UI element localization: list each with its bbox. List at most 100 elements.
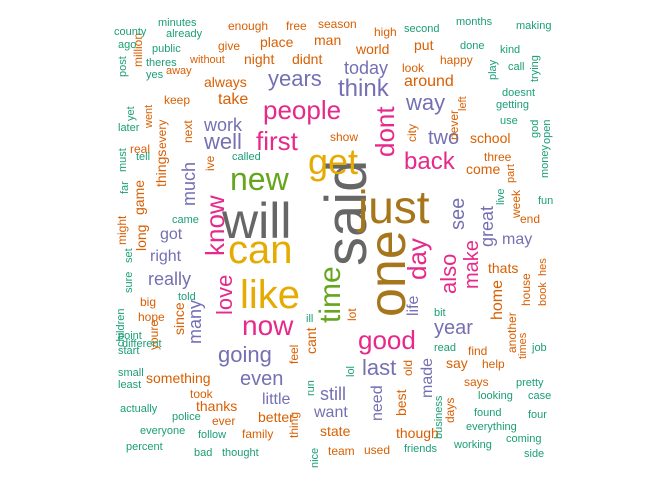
- word-year: year: [434, 317, 473, 339]
- word-yes: yes: [146, 69, 164, 81]
- word-sure: sure: [123, 271, 135, 293]
- word-right: right: [150, 248, 182, 265]
- word-will: will: [222, 193, 292, 249]
- word-far: far: [119, 181, 131, 194]
- word-public: public: [152, 43, 181, 55]
- word-life: life: [405, 295, 422, 316]
- word-tell: tell: [136, 151, 151, 163]
- word-old: old: [401, 359, 415, 376]
- word-small: small: [118, 367, 144, 379]
- word-think: think: [338, 75, 389, 102]
- word-business: business: [433, 395, 445, 439]
- word-ever: ever: [212, 414, 236, 428]
- word-least: least: [118, 379, 142, 391]
- word-state: state: [320, 423, 351, 439]
- word-first: first: [256, 126, 298, 156]
- word-things: things: [153, 149, 169, 187]
- word-can: can: [228, 228, 293, 272]
- word-something: something: [146, 370, 211, 386]
- word-around: around: [404, 73, 454, 90]
- word-much: much: [179, 161, 199, 206]
- word-kind: kind: [500, 44, 521, 56]
- word-play: play: [487, 59, 499, 80]
- word-police: police: [172, 411, 201, 423]
- word-real: real: [130, 142, 151, 156]
- word-get: get: [308, 141, 359, 182]
- word-post: post: [117, 56, 129, 77]
- word-never: never: [447, 109, 461, 140]
- word-just: just: [358, 181, 430, 233]
- word-need: need: [369, 385, 386, 421]
- word-pretty: pretty: [516, 377, 544, 389]
- word-point: point: [118, 330, 142, 342]
- word-cant: cant: [303, 327, 319, 354]
- word-little: little: [262, 391, 291, 408]
- word-money: money: [539, 144, 551, 178]
- word-god: god: [529, 119, 541, 138]
- word-dont: dont: [370, 106, 400, 157]
- word-even: even: [240, 368, 284, 390]
- word-might: might: [115, 215, 129, 245]
- word-use: use: [500, 115, 518, 127]
- word-well: well: [204, 129, 242, 154]
- word-still: still: [320, 384, 346, 404]
- word-day: day: [402, 238, 432, 280]
- word-feel: feel: [287, 344, 301, 364]
- word-now: now: [242, 310, 294, 341]
- word-help: help: [482, 357, 505, 371]
- word-see: see: [447, 197, 469, 230]
- word-actually: actually: [120, 403, 158, 415]
- word-great: great: [477, 205, 497, 247]
- word-part: part: [505, 164, 517, 183]
- word-love: love: [212, 274, 237, 315]
- word-world: world: [356, 41, 390, 57]
- word-looking: looking: [478, 390, 513, 402]
- word-different: different: [122, 338, 162, 350]
- word-done: done: [460, 40, 485, 52]
- word-city: city: [405, 124, 419, 142]
- word-everything: everything: [466, 421, 517, 433]
- word-second: second: [404, 23, 440, 35]
- word-enough: enough: [228, 19, 269, 33]
- word-today: today: [344, 58, 389, 78]
- word-take: take: [218, 91, 249, 108]
- word-way: way: [406, 90, 446, 115]
- word-really: really: [148, 269, 192, 289]
- word-years: years: [268, 66, 322, 91]
- word-making: making: [516, 20, 552, 32]
- word-hes: hes: [537, 258, 549, 276]
- word-nice: nice: [309, 447, 321, 468]
- word-find: find: [468, 344, 488, 358]
- word-didnt: didnt: [292, 51, 323, 67]
- word-keep: keep: [164, 93, 191, 107]
- word-school: school: [470, 130, 511, 146]
- word-says: says: [464, 375, 489, 389]
- word-everyone: everyone: [140, 425, 186, 437]
- word-work: work: [204, 115, 243, 135]
- word-made: made: [419, 357, 436, 398]
- word-ill: ill: [306, 313, 314, 325]
- word-hope: hope: [138, 310, 165, 324]
- word-two: two: [428, 127, 460, 149]
- word-went: went: [143, 104, 155, 128]
- word-thought: thought: [222, 447, 259, 459]
- word-fun: fun: [538, 195, 554, 207]
- word-thanks: thanks: [196, 398, 238, 414]
- word-many: many: [185, 299, 205, 344]
- word-three: three: [484, 150, 512, 164]
- word-big: big: [140, 295, 157, 309]
- word-minutes: minutes: [158, 17, 197, 29]
- word-may: may: [502, 231, 533, 248]
- word-times: times: [517, 332, 529, 359]
- word-good: good: [358, 325, 416, 355]
- word-better: better: [258, 409, 294, 425]
- word-trying: trying: [529, 55, 541, 82]
- word-free: free: [286, 19, 307, 33]
- word-already: already: [166, 28, 203, 40]
- word-high: high: [374, 25, 397, 39]
- word-like: like: [240, 273, 301, 317]
- word-back: back: [404, 148, 455, 175]
- word-away: away: [166, 65, 192, 77]
- word-thing: thing: [287, 411, 301, 438]
- word-game: game: [131, 179, 147, 215]
